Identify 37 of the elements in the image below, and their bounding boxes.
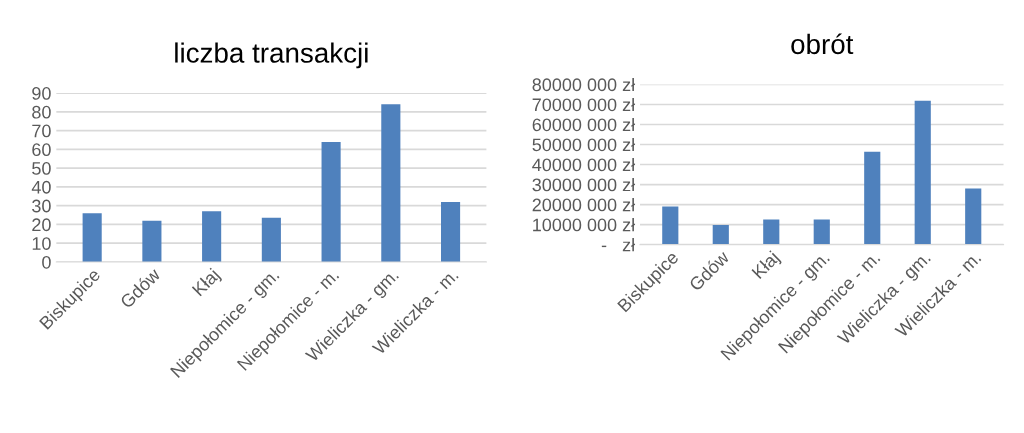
bar — [813, 219, 830, 245]
x-tick-label: Kłaj — [191, 267, 223, 299]
bar — [763, 219, 780, 245]
y-tick-label: 40 — [31, 180, 51, 194]
y-tick-label: 60 — [32, 143, 51, 157]
y-tick-label: 80 — [32, 105, 51, 119]
bar — [321, 141, 341, 262]
y-tick-label: 10000 000 zł — [533, 218, 636, 232]
y-tick-label: 70 — [32, 124, 51, 138]
bar — [712, 225, 729, 245]
y-tick-label: 30 — [32, 199, 51, 213]
bar — [381, 104, 401, 262]
y-tick-label: 70000 000 zł — [532, 97, 636, 112]
y-tick-label: 60000 000 zł — [532, 117, 636, 132]
y-tick-label: 30000 000 zł — [532, 178, 636, 192]
bar — [662, 206, 679, 245]
y-tick-label: 10 — [32, 237, 51, 250]
bar — [914, 100, 931, 245]
y-tick-label: 80000 000 zł — [532, 77, 636, 92]
y-tick-label: 50000 000 zł — [532, 137, 636, 152]
bar — [142, 220, 162, 262]
y-tick-label: 50 — [32, 162, 51, 175]
y-tick-label: 0 — [42, 255, 51, 269]
bar — [202, 211, 222, 262]
x-tick-label: Kłaj — [751, 250, 783, 282]
bar — [82, 213, 102, 262]
chart-title: liczba transakcji — [175, 42, 368, 69]
bar — [965, 188, 982, 245]
bar — [864, 151, 881, 245]
y-tick-label: 20000 000 zł — [532, 198, 636, 212]
chart-title: obrót — [791, 33, 854, 55]
y-tick-label: - zł — [601, 238, 636, 252]
y-tick-label: 90 — [32, 87, 51, 100]
y-tick-label: 20 — [32, 218, 51, 232]
y-tick-label: 40000 000 zł — [532, 158, 636, 172]
bar — [261, 217, 281, 262]
bar — [441, 201, 461, 262]
